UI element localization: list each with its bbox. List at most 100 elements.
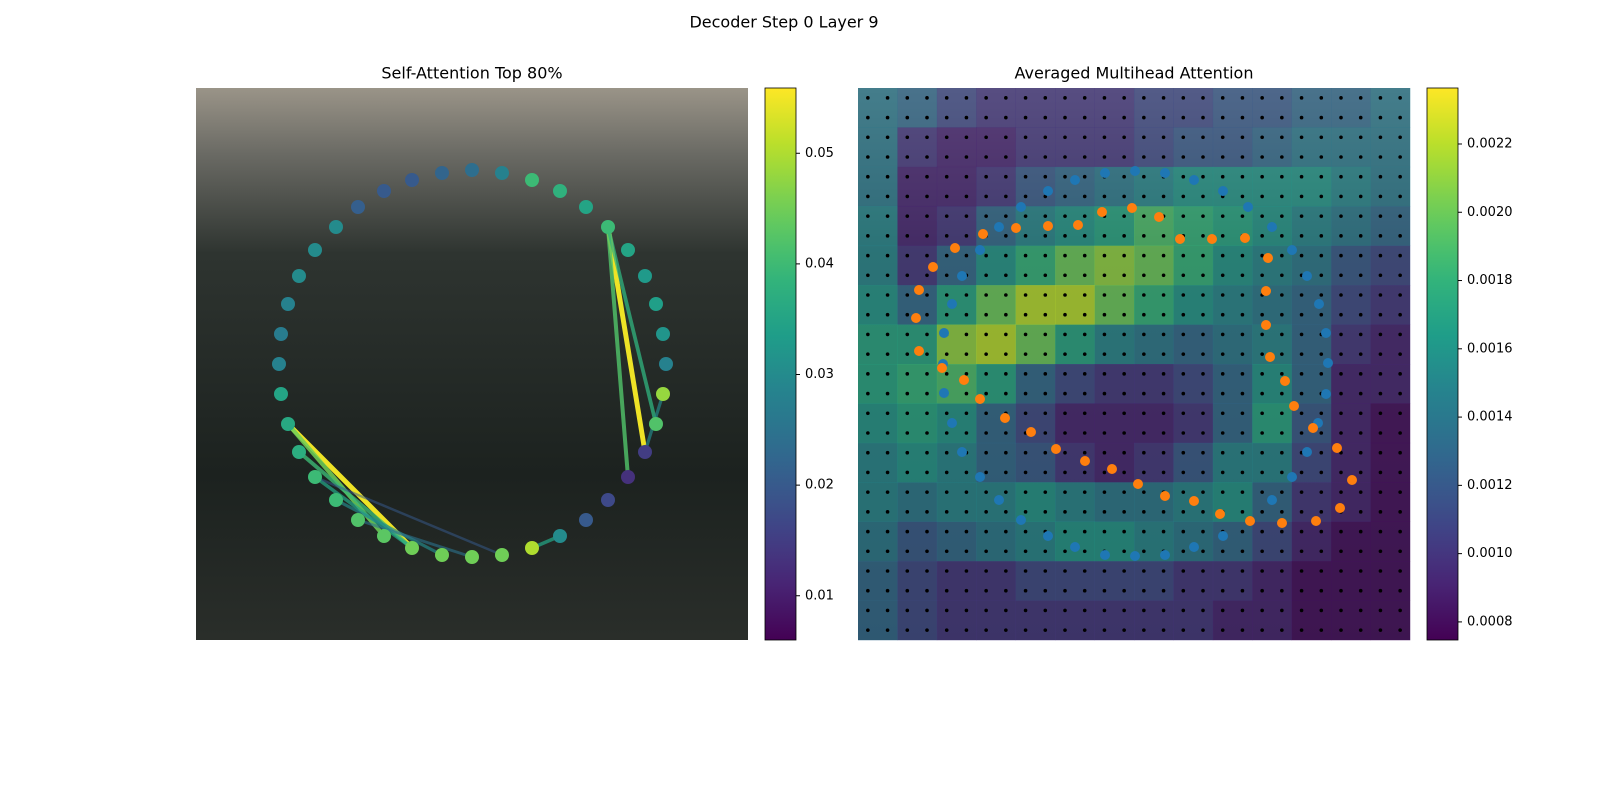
grid-dot [1398, 588, 1402, 593]
grid-dot [885, 608, 890, 613]
grid-dot [1142, 411, 1146, 416]
grid-dot [885, 470, 890, 475]
point [1100, 550, 1110, 560]
grid-dot [1378, 96, 1383, 100]
grid-dot [984, 214, 988, 218]
grid-dot [1082, 293, 1087, 297]
grid-dot [1378, 470, 1383, 475]
grid-dot [1063, 411, 1067, 416]
heatmap-cell [1370, 442, 1411, 483]
point [978, 229, 988, 239]
grid-dot [1280, 234, 1284, 238]
heatmap-cell [1173, 600, 1214, 641]
grid-dot [1240, 332, 1245, 337]
grid-dot [1122, 549, 1126, 554]
heatmap-cell [1015, 403, 1056, 444]
grid-dot [964, 628, 969, 632]
grid-dot [1378, 174, 1383, 179]
grid-dot [1102, 490, 1107, 494]
grid-dot [1142, 214, 1146, 218]
grid-dot [1023, 293, 1028, 297]
grid-dot [944, 312, 949, 317]
heatmap-cell [1173, 166, 1214, 207]
grid-dot [1181, 293, 1186, 297]
grid-dot [1201, 372, 1205, 376]
point [1332, 443, 1342, 453]
grid-dot [1299, 352, 1304, 356]
grid-dot [1122, 174, 1126, 179]
colorbar-tick-label: 0.0010 [1467, 546, 1513, 561]
grid-dot [1260, 411, 1264, 416]
grid-dot [1063, 549, 1067, 554]
grid-dot [866, 234, 870, 238]
grid-dot [1201, 194, 1205, 199]
heatmap-cell [1252, 561, 1293, 601]
grid-dot [905, 332, 910, 337]
grid-dot [1240, 293, 1245, 297]
heatmap-cell [1331, 285, 1371, 325]
heatmap-cell [1134, 206, 1174, 247]
point [1175, 234, 1185, 244]
grid-dot [1319, 194, 1324, 199]
grid-dot [964, 372, 969, 376]
grid-dot [866, 352, 870, 356]
grid-dot [1201, 273, 1205, 278]
grid-dot [1299, 332, 1304, 337]
node [274, 327, 288, 341]
grid-dot [1181, 372, 1186, 376]
grid-dot [1063, 450, 1067, 455]
heatmap-cell [1015, 600, 1056, 641]
grid-dot [1358, 470, 1363, 475]
grid-dot [1043, 372, 1048, 376]
grid-dot [1102, 450, 1107, 455]
grid-dot [1378, 273, 1383, 278]
grid-dot [885, 135, 890, 140]
heatmap-cell [976, 403, 1017, 444]
grid-dot [1319, 253, 1324, 258]
heatmap-cell [1370, 561, 1411, 601]
heatmap-cell [1094, 482, 1135, 523]
grid-dot [984, 470, 988, 475]
grid-dot [1142, 470, 1146, 475]
grid-dot [1339, 155, 1343, 159]
grid-dot [1299, 431, 1304, 435]
heatmap-cell [1291, 166, 1332, 207]
grid-dot [1280, 214, 1284, 218]
grid-dot [984, 372, 988, 376]
grid-dot [1023, 470, 1028, 475]
grid-dot [1299, 96, 1304, 100]
grid-dot [1280, 608, 1284, 613]
grid-dot [1201, 588, 1205, 593]
grid-dot [1220, 490, 1225, 494]
grid-dot [1358, 372, 1363, 376]
grid-dot [1043, 510, 1048, 514]
grid-dot [1220, 332, 1225, 337]
grid-dot [1181, 174, 1186, 179]
grid-dot [1260, 312, 1264, 317]
grid-dot [1220, 293, 1225, 297]
grid-dot [1220, 96, 1225, 100]
grid-dot [1299, 411, 1304, 416]
heatmap-cell [1370, 166, 1411, 207]
grid-dot [1220, 135, 1225, 140]
grid-dot [1004, 510, 1008, 514]
grid-dot [1181, 529, 1186, 534]
grid-dot [1082, 194, 1087, 199]
point [1277, 518, 1287, 528]
grid-dot [1260, 628, 1264, 632]
grid-dot [885, 312, 890, 317]
colorbar-tick-label: 0.05 [805, 146, 834, 161]
point [1107, 464, 1117, 474]
colorbar-tick-label: 0.01 [805, 588, 834, 603]
heatmap-cell [1291, 206, 1332, 247]
grid-dot [1023, 569, 1028, 573]
grid-dot [1142, 529, 1146, 534]
grid-dot [1181, 155, 1186, 159]
grid-dot [1280, 411, 1284, 416]
grid-dot [1122, 490, 1126, 494]
heatmap-cell [1291, 600, 1332, 641]
point [1245, 516, 1255, 526]
grid-dot [1260, 174, 1264, 179]
grid-dot [1280, 470, 1284, 475]
